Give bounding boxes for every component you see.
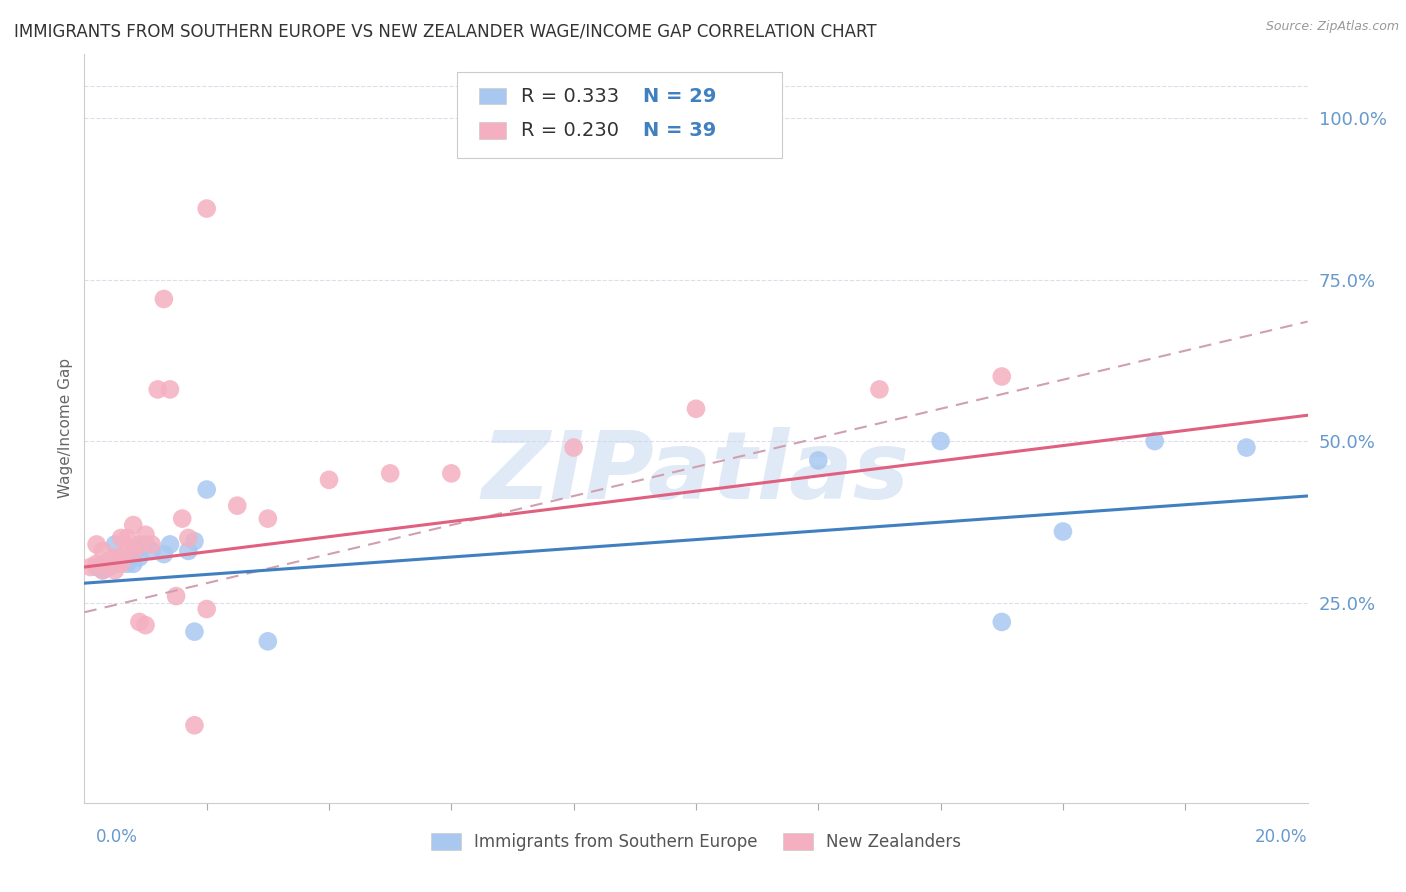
Point [115,553,138,567]
Point [97,553,120,567]
Point [122,518,145,533]
Point [97,557,120,571]
Point [128,541,150,555]
FancyBboxPatch shape [479,88,506,104]
Point [685,401,707,416]
Point [183,534,205,549]
Point [122,557,145,571]
Text: 20.0%: 20.0% [1256,828,1308,846]
Point [226,499,249,513]
Point [177,544,200,558]
Point [115,531,138,545]
Point [135,537,157,551]
Point [146,383,169,397]
Point [991,615,1014,629]
Point [1143,434,1166,448]
Text: R = 0.230: R = 0.230 [522,121,619,140]
Point [104,550,127,565]
Point [318,473,340,487]
Point [153,292,176,306]
Point [562,441,585,455]
Legend: Immigrants from Southern Europe, New Zealanders: Immigrants from Southern Europe, New Zea… [425,827,967,858]
Point [183,718,205,732]
Text: IMMIGRANTS FROM SOUTHERN EUROPE VS NEW ZEALANDER WAGE/INCOME GAP CORRELATION CHA: IMMIGRANTS FROM SOUTHERN EUROPE VS NEW Z… [14,22,877,40]
Point [104,557,127,571]
Text: 0.0%: 0.0% [96,828,138,846]
Text: Source: ZipAtlas.com: Source: ZipAtlas.com [1265,20,1399,33]
FancyBboxPatch shape [457,72,782,159]
Point [195,602,218,616]
Point [122,547,145,561]
Point [991,369,1014,384]
Point [257,511,280,525]
Point [91,563,114,577]
Text: ZIPatlas: ZIPatlas [482,427,910,519]
Point [97,557,120,571]
Point [177,531,200,545]
Point [79,560,101,574]
Point [122,544,145,558]
Point [153,547,176,561]
Point [128,550,150,565]
Text: N = 39: N = 39 [644,121,717,140]
Point [104,563,127,577]
Point [1236,441,1258,455]
Point [195,483,218,497]
Point [86,537,108,551]
Point [380,467,402,481]
Point [807,453,830,467]
Point [91,563,114,577]
Point [115,557,138,571]
Point [165,589,187,603]
Point [115,541,138,555]
Point [104,537,127,551]
Point [195,202,218,216]
Point [135,618,157,632]
Point [110,557,132,571]
Point [135,527,157,541]
Point [110,550,132,565]
Point [440,467,463,481]
Point [110,550,132,565]
FancyBboxPatch shape [479,122,506,139]
Point [91,544,114,558]
Point [141,537,163,551]
Text: R = 0.333: R = 0.333 [522,87,619,106]
Point [97,560,120,574]
Y-axis label: Wage/Income Gap: Wage/Income Gap [58,358,73,499]
Point [257,634,280,648]
Point [141,544,163,558]
Point [159,537,181,551]
Point [183,624,205,639]
Point [929,434,952,448]
Point [128,615,150,629]
Point [869,383,891,397]
Point [159,383,181,397]
Point [1052,524,1074,539]
Point [110,553,132,567]
Point [172,511,194,525]
Point [128,537,150,551]
Point [86,560,108,574]
Text: N = 29: N = 29 [644,87,717,106]
Point [110,531,132,545]
Point [86,557,108,571]
